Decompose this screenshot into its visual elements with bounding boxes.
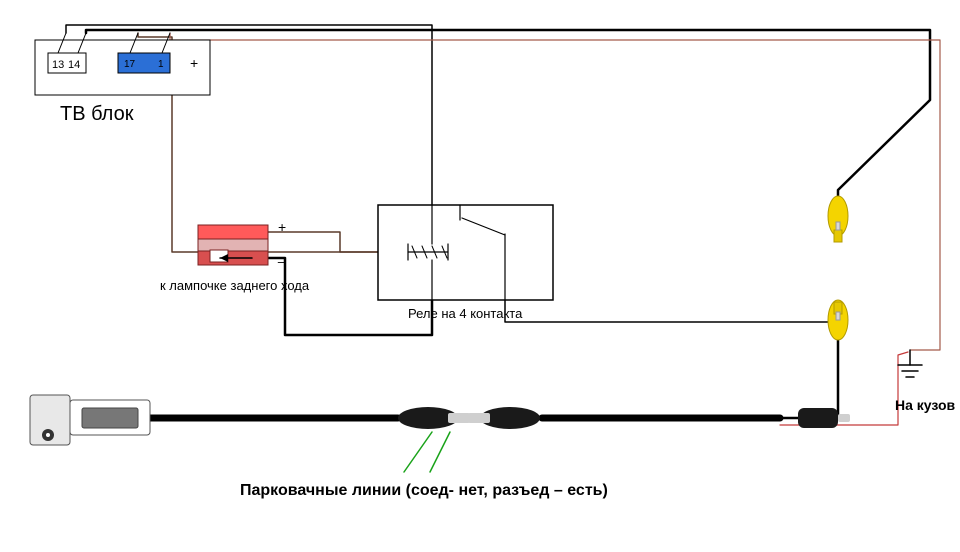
svg-text:_: _ [277,247,286,263]
rca-yellow-bottom [828,300,848,340]
pin-label: 17 [124,59,136,70]
pin-label: 13 [52,59,64,71]
relay-label: Реле на 4 контакта [408,306,523,321]
pin-label: 1 [158,59,164,70]
plus-label: + [190,55,198,71]
reverse-lamp-label: к лампочке заднего хода [160,278,310,293]
svg-text:+: + [278,219,286,235]
pin-label: 14 [68,59,80,71]
camera-cable-plug [798,408,838,428]
parking-lines-label: Парковачные линии (соед- нет, разъед – е… [240,482,608,499]
tv-block-title: ТВ блок [60,103,134,125]
ground-label: На кузов [895,397,956,413]
